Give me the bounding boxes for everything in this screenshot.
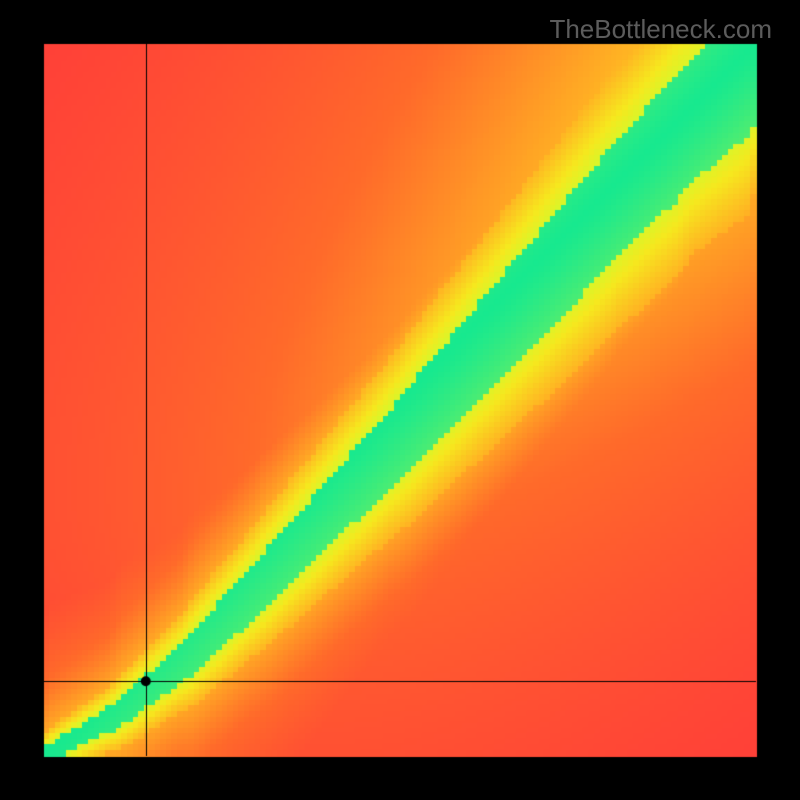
watermark-text: TheBottleneck.com (549, 14, 772, 45)
chart-container: TheBottleneck.com (0, 0, 800, 800)
bottleneck-heatmap (0, 0, 800, 800)
